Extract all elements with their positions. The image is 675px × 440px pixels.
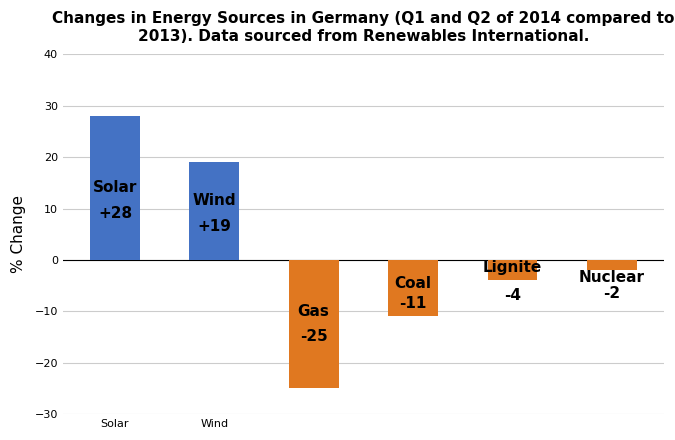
Text: +28: +28 (98, 206, 132, 221)
Text: -11: -11 (400, 296, 427, 311)
Text: Gas: Gas (298, 304, 329, 319)
Bar (388, 260, 438, 316)
Bar (587, 260, 637, 270)
Bar (190, 162, 239, 260)
Bar (90, 116, 140, 260)
Text: Coal: Coal (394, 275, 431, 290)
Bar (487, 260, 537, 280)
Title: Changes in Energy Sources in Germany (Q1 and Q2 of 2014 compared to
2013). Data : Changes in Energy Sources in Germany (Q1… (52, 11, 674, 44)
Text: -25: -25 (300, 330, 327, 345)
Text: Lignite: Lignite (483, 260, 542, 275)
Text: -4: -4 (504, 288, 521, 303)
Bar (289, 260, 338, 389)
Text: Nuclear: Nuclear (578, 271, 645, 286)
Text: +19: +19 (197, 219, 232, 234)
Text: Wind: Wind (192, 193, 236, 208)
Y-axis label: % Change: % Change (11, 195, 26, 273)
Text: -2: -2 (603, 286, 620, 301)
Text: Solar: Solar (92, 180, 137, 195)
